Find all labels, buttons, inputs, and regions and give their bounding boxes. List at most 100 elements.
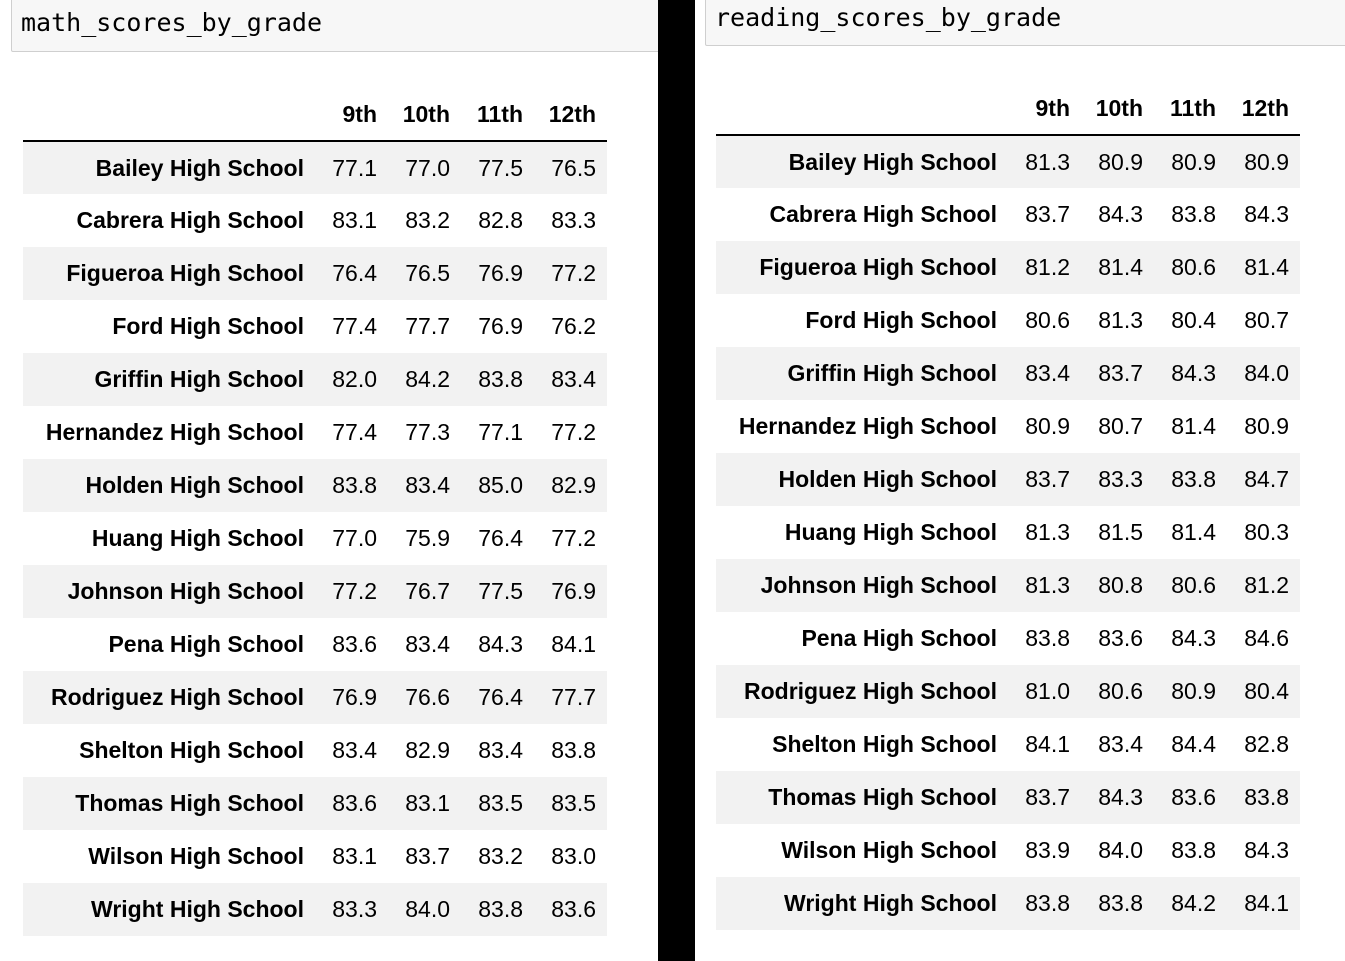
math-table-row: Bailey High School 77.1 77.0 77.5 76.5 bbox=[23, 141, 607, 194]
math-score-9th: 76.4 bbox=[332, 260, 377, 286]
reading-school-name: Wilson High School bbox=[781, 837, 997, 863]
reading-table-header: 9th 10th 11th 12th bbox=[716, 82, 1300, 135]
reading-header-9th: 9th bbox=[1035, 94, 1071, 121]
reading-score-10th: 80.8 bbox=[1098, 572, 1143, 598]
reading-score-9th: 83.4 bbox=[1025, 360, 1070, 386]
reading-score-11th: 84.2 bbox=[1171, 890, 1216, 916]
math-score-12th: 83.0 bbox=[551, 843, 596, 869]
reading-score-11th: 83.8 bbox=[1171, 201, 1216, 227]
reading-table-row: Cabrera High School 83.7 84.3 83.8 84.3 bbox=[716, 188, 1300, 241]
reading-score-10th: 83.4 bbox=[1098, 731, 1143, 757]
reading-score-12th: 81.4 bbox=[1244, 254, 1289, 280]
reading-school-name: Wright High School bbox=[784, 890, 997, 916]
math-table-row: Holden High School 83.8 83.4 85.0 82.9 bbox=[23, 459, 607, 512]
reading-header-12th: 12th bbox=[1241, 94, 1289, 121]
reading-score-11th: 84.4 bbox=[1171, 731, 1216, 757]
reading-score-10th: 83.8 bbox=[1098, 890, 1143, 916]
math-score-9th: 77.4 bbox=[332, 313, 377, 339]
math-score-12th: 76.2 bbox=[551, 313, 596, 339]
reading-table-row: Rodriguez High School 81.0 80.6 80.9 80.4 bbox=[716, 665, 1300, 718]
math-table-row: Johnson High School 77.2 76.7 77.5 76.9 bbox=[23, 565, 607, 618]
math-score-10th: 77.7 bbox=[405, 313, 450, 339]
reading-score-12th: 80.4 bbox=[1244, 678, 1289, 704]
reading-score-10th: 81.5 bbox=[1098, 519, 1143, 545]
math-table-row: Shelton High School 83.4 82.9 83.4 83.8 bbox=[23, 724, 607, 777]
reading-score-9th: 83.8 bbox=[1025, 890, 1070, 916]
math-table-row: Figueroa High School 76.4 76.5 76.9 77.2 bbox=[23, 247, 607, 300]
math-score-10th: 83.4 bbox=[405, 472, 450, 498]
reading-score-9th: 83.7 bbox=[1025, 784, 1070, 810]
reading-score-10th: 80.6 bbox=[1098, 678, 1143, 704]
reading-school-name: Rodriguez High School bbox=[744, 678, 997, 704]
reading-school-name: Bailey High School bbox=[788, 148, 997, 175]
reading-score-12th: 84.6 bbox=[1244, 625, 1289, 651]
reading-score-10th: 84.3 bbox=[1098, 784, 1143, 810]
reading-table-row: Wright High School 83.8 83.8 84.2 84.1 bbox=[716, 877, 1300, 930]
math-school-name: Cabrera High School bbox=[76, 207, 304, 233]
math-header-11th: 11th bbox=[476, 100, 523, 127]
reading-table-row: Pena High School 83.8 83.6 84.3 84.6 bbox=[716, 612, 1300, 665]
math-score-10th: 82.9 bbox=[405, 737, 450, 763]
reading-score-12th: 80.9 bbox=[1244, 413, 1289, 439]
math-school-name: Wright High School bbox=[91, 896, 304, 922]
panel-divider bbox=[658, 0, 695, 961]
reading-school-name: Hernandez High School bbox=[738, 413, 997, 439]
math-table-row: Rodriguez High School 76.9 76.6 76.4 77.7 bbox=[23, 671, 607, 724]
reading-table-row: Huang High School 81.3 81.5 81.4 80.3 bbox=[716, 506, 1300, 559]
reading-score-9th: 81.3 bbox=[1025, 519, 1070, 545]
math-school-name: Shelton High School bbox=[79, 737, 304, 763]
math-school-name: Ford High School bbox=[112, 313, 304, 339]
reading-table-row: Ford High School 80.6 81.3 80.4 80.7 bbox=[716, 294, 1300, 347]
math-school-name: Griffin High School bbox=[94, 366, 304, 392]
reading-score-12th: 83.8 bbox=[1244, 784, 1289, 810]
math-score-11th: 83.4 bbox=[478, 737, 523, 763]
reading-school-name: Holden High School bbox=[778, 466, 998, 492]
math-header-corner bbox=[23, 88, 315, 141]
math-school-name: Pena High School bbox=[108, 631, 304, 657]
math-code-cell[interactable]: math_scores_by_grade bbox=[11, 0, 658, 52]
math-score-9th: 83.1 bbox=[332, 843, 377, 869]
reading-header-11th: 11th bbox=[1169, 94, 1216, 121]
reading-header-10th: 10th bbox=[1095, 94, 1143, 121]
math-score-9th: 83.8 bbox=[332, 472, 377, 498]
math-score-11th: 76.4 bbox=[478, 525, 523, 551]
reading-score-9th: 81.0 bbox=[1025, 678, 1070, 704]
reading-score-9th: 81.3 bbox=[1025, 572, 1070, 598]
reading-school-name: Thomas High School bbox=[768, 784, 997, 810]
math-school-name: Holden High School bbox=[85, 472, 305, 498]
reading-code-cell[interactable]: reading_scores_by_grade bbox=[705, 0, 1345, 46]
math-score-11th: 83.5 bbox=[478, 790, 523, 816]
math-table-row: Griffin High School 82.0 84.2 83.8 83.4 bbox=[23, 353, 607, 406]
math-score-10th: 75.9 bbox=[405, 525, 450, 551]
math-score-12th: 83.3 bbox=[551, 207, 596, 233]
reading-score-11th: 80.9 bbox=[1171, 678, 1216, 704]
reading-score-10th: 80.9 bbox=[1098, 148, 1143, 175]
reading-score-10th: 83.3 bbox=[1098, 466, 1143, 492]
reading-school-name: Griffin High School bbox=[787, 360, 997, 386]
reading-table-row: Griffin High School 83.4 83.7 84.3 84.0 bbox=[716, 347, 1300, 400]
reading-score-11th: 80.6 bbox=[1171, 572, 1216, 598]
reading-score-9th: 83.7 bbox=[1025, 201, 1070, 227]
math-table-row: Ford High School 77.4 77.7 76.9 76.2 bbox=[23, 300, 607, 353]
reading-score-9th: 83.7 bbox=[1025, 466, 1070, 492]
math-score-11th: 84.3 bbox=[478, 631, 523, 657]
math-score-9th: 83.4 bbox=[332, 737, 377, 763]
math-score-10th: 77.3 bbox=[405, 419, 450, 445]
reading-score-10th: 81.4 bbox=[1098, 254, 1143, 280]
math-school-name: Johnson High School bbox=[67, 578, 304, 604]
math-score-9th: 77.4 bbox=[332, 419, 377, 445]
reading-score-9th: 80.9 bbox=[1025, 413, 1070, 439]
math-score-9th: 82.0 bbox=[332, 366, 377, 392]
math-score-12th: 76.9 bbox=[551, 578, 596, 604]
math-score-11th: 76.4 bbox=[478, 684, 523, 710]
math-score-9th: 83.1 bbox=[332, 207, 377, 233]
reading-score-9th: 81.2 bbox=[1025, 254, 1070, 280]
math-table-row: Hernandez High School 77.4 77.3 77.1 77.2 bbox=[23, 406, 607, 459]
reading-score-9th: 84.1 bbox=[1025, 731, 1070, 757]
math-score-11th: 83.2 bbox=[478, 843, 523, 869]
math-score-9th: 77.0 bbox=[332, 525, 377, 551]
reading-table-row: Wilson High School 83.9 84.0 83.8 84.3 bbox=[716, 824, 1300, 877]
reading-score-12th: 84.1 bbox=[1244, 890, 1289, 916]
reading-score-12th: 82.8 bbox=[1244, 731, 1289, 757]
reading-school-name: Huang High School bbox=[784, 519, 997, 545]
